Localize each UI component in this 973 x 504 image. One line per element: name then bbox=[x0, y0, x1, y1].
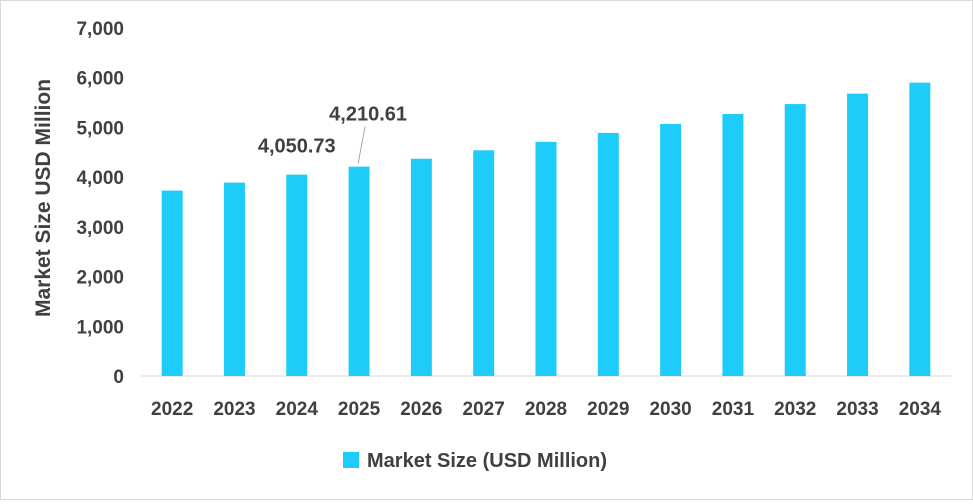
data-label-leader-line bbox=[357, 126, 366, 164]
x-axis-ticks: 2022 2023 2024 2025 2026 2027 2028 2029 2030 2031… bbox=[151, 399, 941, 420]
y-tick-label: 4,000 bbox=[76, 168, 124, 189]
y-tick-label: 3,000 bbox=[76, 218, 124, 239]
bar-2026[interactable] bbox=[410, 158, 432, 376]
bar-2025[interactable] bbox=[348, 166, 370, 376]
x-tick-label: 2026 bbox=[400, 399, 442, 420]
bar-2027[interactable] bbox=[473, 150, 495, 376]
x-tick-label: 2025 bbox=[338, 399, 381, 420]
x-tick-label: 2029 bbox=[587, 399, 629, 420]
bar-2028[interactable] bbox=[535, 141, 557, 376]
x-tick-label: 2027 bbox=[463, 399, 505, 420]
bar-2033[interactable] bbox=[847, 93, 869, 376]
bar-2024[interactable] bbox=[286, 174, 308, 376]
y-tick-label: 1,000 bbox=[76, 317, 124, 338]
y-tick-label: 2,000 bbox=[76, 268, 124, 289]
bar-2034[interactable] bbox=[909, 82, 931, 376]
data-label-2025: 4,210.61 bbox=[329, 104, 407, 126]
bars bbox=[161, 82, 931, 377]
data-label-2024: 4,050.73 bbox=[258, 136, 336, 158]
x-tick-label: 2023 bbox=[213, 399, 255, 420]
legend-label: Market Size (USD Million) bbox=[367, 450, 607, 472]
bar-2030[interactable] bbox=[660, 123, 682, 376]
x-tick-label: 2028 bbox=[525, 399, 567, 420]
x-tick-label: 2032 bbox=[774, 399, 816, 420]
y-axis-ticks: 0 1,000 2,000 3,000 4,000 5,000 6,000 7,000 bbox=[76, 19, 124, 388]
bar-2031[interactable] bbox=[722, 114, 744, 377]
x-tick-label: 2030 bbox=[649, 399, 691, 420]
x-tick-label: 2031 bbox=[712, 399, 755, 420]
y-tick-label: 0 bbox=[113, 367, 124, 388]
y-tick-label: 6,000 bbox=[76, 69, 124, 90]
x-tick-label: 2033 bbox=[836, 399, 878, 420]
legend-swatch bbox=[343, 452, 359, 468]
legend[interactable]: Market Size (USD Million) bbox=[343, 450, 607, 472]
data-labels: 4,050.73 4,210.61 bbox=[258, 104, 407, 164]
y-axis-title: Market Size USD Million bbox=[32, 79, 55, 317]
x-tick-label: 2034 bbox=[899, 399, 942, 420]
bar-2029[interactable] bbox=[597, 132, 619, 376]
bar-2022[interactable] bbox=[161, 190, 183, 376]
x-tick-label: 2024 bbox=[276, 399, 319, 420]
bar-2023[interactable] bbox=[223, 182, 245, 376]
y-tick-label: 7,000 bbox=[76, 19, 124, 40]
bar-2032[interactable] bbox=[784, 104, 806, 376]
y-tick-label: 5,000 bbox=[76, 118, 124, 139]
x-tick-label: 2022 bbox=[151, 399, 193, 420]
